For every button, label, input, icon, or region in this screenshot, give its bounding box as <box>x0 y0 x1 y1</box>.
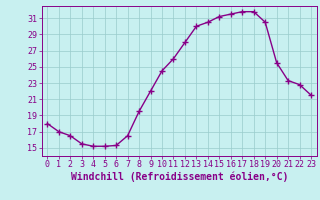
X-axis label: Windchill (Refroidissement éolien,°C): Windchill (Refroidissement éolien,°C) <box>70 172 288 182</box>
